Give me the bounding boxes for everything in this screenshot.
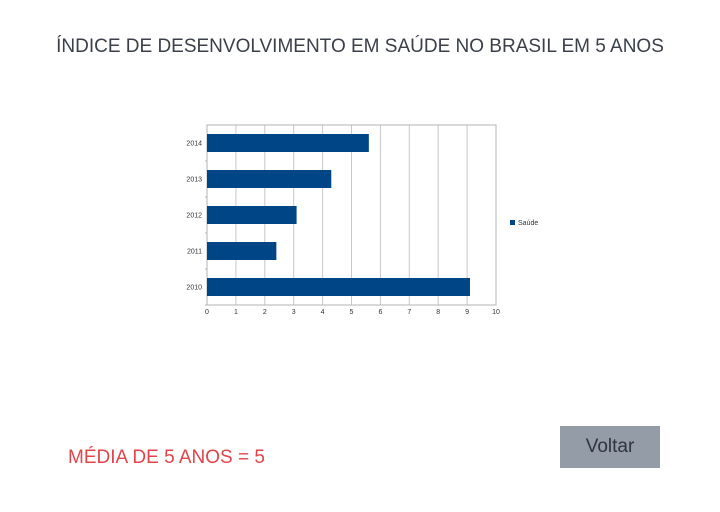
x-tick-label: 4: [321, 309, 325, 316]
x-tick-label: 9: [465, 309, 469, 316]
page-title: ÍNDICE DE DESENVOLVIMENTO EM SAÚDE NO BR…: [56, 36, 664, 57]
x-tick-label: 8: [436, 309, 440, 316]
x-tick-label: 1: [234, 309, 238, 316]
x-tick-label: 3: [292, 309, 296, 316]
legend-label: Saúde: [518, 220, 538, 227]
bar: [207, 170, 332, 188]
bar: [207, 242, 277, 260]
bar: [207, 134, 369, 152]
five-year-average-text: MÉDIA DE 5 ANOS = 5: [68, 447, 265, 468]
x-tick-label: 10: [492, 309, 500, 316]
y-tick-label: 2011: [187, 249, 202, 256]
y-tick-label: 2013: [186, 177, 202, 184]
bar: [207, 206, 297, 224]
bar: [207, 278, 470, 296]
x-tick-label: 2: [263, 309, 267, 316]
x-tick-label: 6: [378, 309, 382, 316]
y-tick-label: 2010: [186, 285, 202, 292]
y-tick-label: 2014: [186, 141, 202, 148]
back-button[interactable]: Voltar: [560, 426, 660, 468]
x-tick-label: 0: [205, 309, 209, 316]
x-tick-label: 7: [407, 309, 411, 316]
legend-swatch: [510, 220, 515, 225]
x-tick-label: 5: [350, 309, 354, 316]
y-tick-label: 2012: [186, 213, 202, 220]
health-index-bar-chart: 0 1 2 3 4 5 6 7 8 9 10 2010 2011 2012 2013 2014 Saúde: [186, 124, 538, 316]
